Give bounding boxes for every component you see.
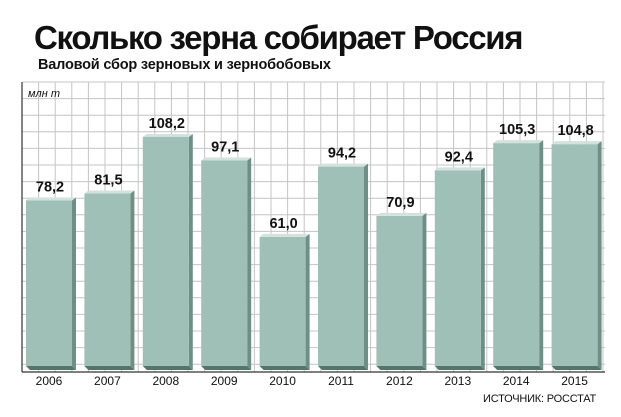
- bar-group-2007: [84, 190, 135, 370]
- bar-top: [551, 141, 602, 145]
- x-tick-label: 2009: [211, 374, 238, 388]
- bar-group-2012: [376, 212, 427, 370]
- bar: [201, 160, 248, 366]
- value-label: 97,1: [211, 139, 239, 155]
- x-tick-label: 2015: [561, 374, 588, 388]
- bar-shadow: [551, 366, 602, 370]
- bar-side: [72, 197, 76, 370]
- bar: [142, 136, 189, 366]
- bar-group-2013: [434, 167, 485, 370]
- value-labels: 78,2 81,5 108,2 97,1 61,0 94,2 70,9 92,4 105,3 10…: [36, 116, 594, 232]
- x-tick-labels: 2006 2007 2008 2009 2010 2011 2012 2013 2014 2015: [36, 374, 589, 388]
- bar-top: [434, 167, 485, 171]
- bar-group-2014: [493, 140, 544, 370]
- value-label: 94,2: [328, 146, 356, 162]
- source-note: ИСТОЧНИК: РОССТАТ: [483, 393, 597, 405]
- bar-group-2006: [26, 197, 76, 370]
- bar: [493, 143, 540, 366]
- chart-title: Сколько зерна собирает Россия: [34, 19, 524, 56]
- bar-shadow: [201, 366, 252, 370]
- bar-side: [188, 133, 193, 370]
- x-tick-label: 2006: [36, 374, 63, 388]
- bars: [26, 133, 602, 370]
- bar-shadow: [26, 366, 76, 370]
- value-label: 92,4: [445, 149, 473, 165]
- bar-shadow: [493, 366, 544, 370]
- value-label: 61,0: [269, 216, 297, 232]
- bar-group-2008: [142, 133, 193, 370]
- bar-shadow: [434, 366, 485, 370]
- axis-frame: [21, 82, 605, 373]
- x-tick-label: 2013: [444, 374, 471, 388]
- value-label: 108,2: [149, 116, 185, 132]
- bar-top: [259, 233, 310, 237]
- bar-shadow: [259, 366, 310, 370]
- x-tick-label: 2010: [269, 374, 296, 388]
- bar-group-2011: [318, 163, 368, 370]
- value-label: 104,8: [557, 123, 593, 139]
- bar-side: [305, 233, 310, 370]
- x-tick-label: 2007: [94, 374, 121, 388]
- bar-shadow: [376, 366, 427, 370]
- bar-side: [364, 163, 368, 370]
- bar-top: [318, 163, 368, 167]
- bar-group-2009: [201, 157, 252, 370]
- bar-shadow: [318, 366, 368, 370]
- chart-subtitle: Валовой сбор зерновых и зернобобовых: [38, 57, 331, 73]
- bar-top: [84, 190, 135, 194]
- bar-top: [26, 197, 76, 201]
- bar: [26, 200, 72, 366]
- bar: [318, 166, 364, 366]
- bar-side: [539, 140, 544, 370]
- bar: [84, 193, 131, 366]
- bar: [376, 215, 423, 366]
- x-tick-label: 2011: [328, 374, 354, 388]
- bar-top: [201, 157, 252, 161]
- bar: [434, 170, 481, 366]
- bar: [259, 236, 306, 366]
- bar-group-2010: [259, 233, 310, 370]
- bar-top: [493, 140, 544, 144]
- x-tick-label: 2008: [152, 374, 179, 388]
- value-label: 105,3: [499, 122, 535, 138]
- value-label: 81,5: [94, 172, 122, 188]
- bar-side: [422, 212, 427, 370]
- x-tick-label: 2012: [386, 374, 413, 388]
- value-label: 70,9: [386, 195, 414, 211]
- bar: [551, 144, 598, 366]
- x-tick-label: 2014: [503, 374, 530, 388]
- value-label: 78,2: [36, 179, 64, 195]
- y-axis-unit-label: млн т: [28, 88, 60, 100]
- bar-side: [130, 190, 135, 370]
- bar-side: [597, 141, 602, 370]
- bar-shadow: [142, 366, 193, 370]
- bar-side: [247, 157, 252, 370]
- bar-side: [480, 167, 485, 370]
- bar-top: [376, 212, 427, 216]
- bar-top: [142, 133, 193, 137]
- bar-group-2015: [551, 141, 602, 370]
- bar-shadow: [84, 366, 135, 370]
